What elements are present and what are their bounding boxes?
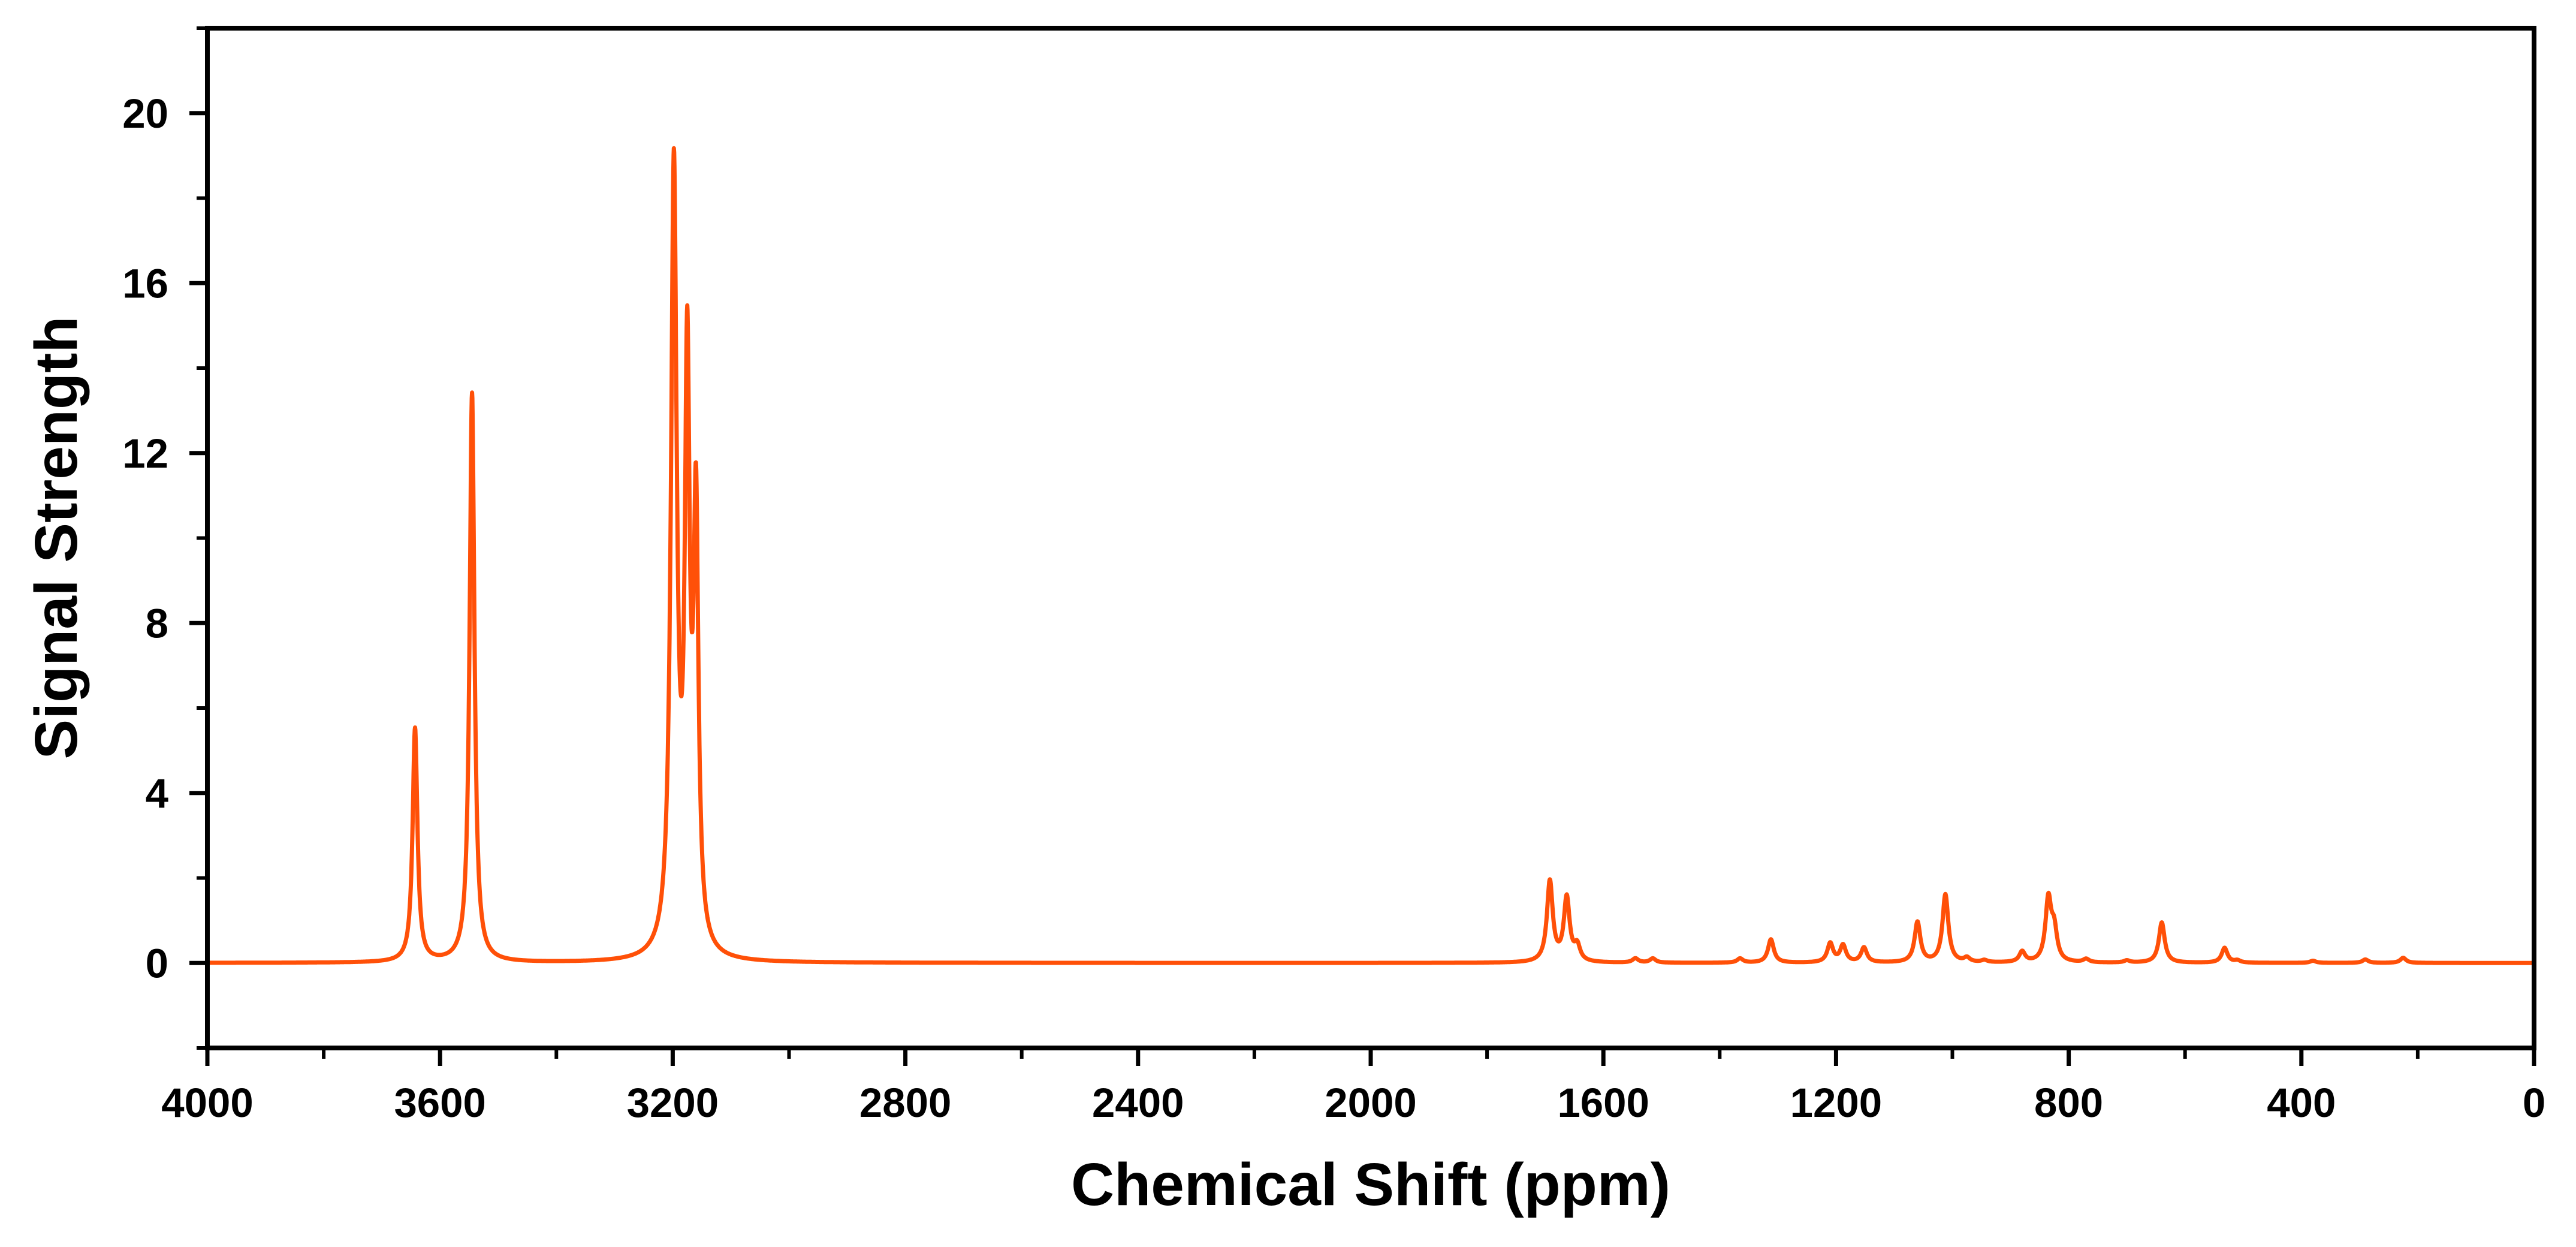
x-tick-label: 2400	[1092, 1080, 1184, 1126]
x-axis-title: Chemical Shift (ppm)	[1071, 1151, 1670, 1218]
y-tick-label: 4	[146, 770, 168, 817]
x-tick-label: 4000	[161, 1080, 254, 1126]
y-axis: 0 4 8 12 16 20	[122, 26, 207, 1050]
y-tick-label: 0	[146, 940, 168, 986]
plot-area	[205, 26, 2536, 1050]
y-axis-title: Signal Strength	[23, 317, 90, 760]
x-tick-label: 800	[2034, 1080, 2103, 1126]
y-tick-label: 8	[146, 600, 168, 646]
spectrum-line	[206, 146, 2536, 965]
y-tick-label: 12	[122, 430, 168, 477]
x-axis: 4000 3600 3200 2800 2400 2000 1600 1200 800 400 0	[161, 1048, 2545, 1126]
y-tick-label: 20	[122, 91, 168, 137]
x-tick-label: 3200	[627, 1080, 719, 1126]
x-tick-label: 0	[2523, 1080, 2545, 1126]
x-tick-label: 400	[2267, 1080, 2336, 1126]
x-tick-label: 2800	[859, 1080, 952, 1126]
x-tick-label: 3600	[394, 1080, 486, 1126]
y-tick-label: 16	[122, 260, 168, 306]
plot-frame	[205, 26, 2536, 1050]
x-tick-label: 1600	[1557, 1080, 1649, 1126]
x-tick-label: 1200	[1790, 1080, 1883, 1126]
x-tick-label: 2000	[1325, 1080, 1417, 1126]
